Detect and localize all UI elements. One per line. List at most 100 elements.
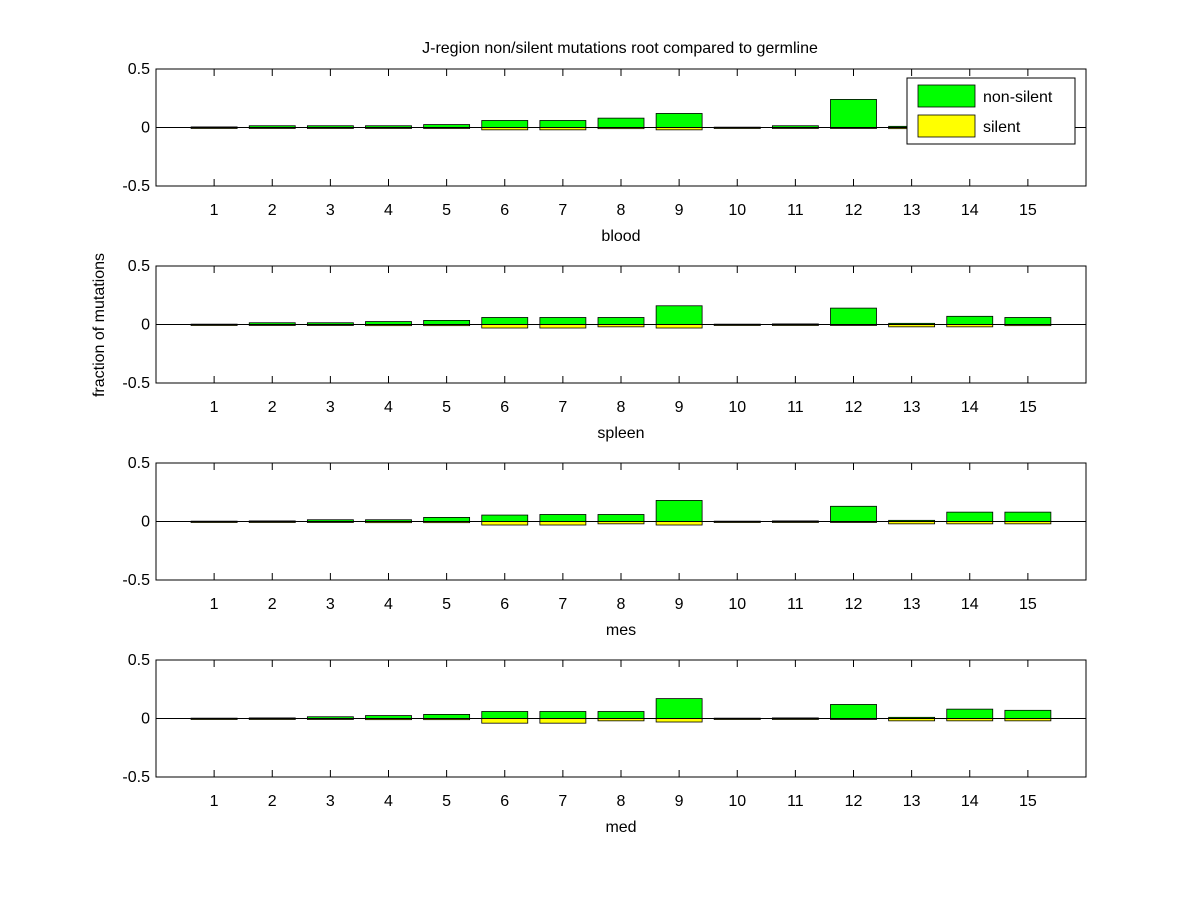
x-tick-label: 5: [442, 202, 451, 219]
x-tick-label: 3: [326, 399, 335, 416]
x-tick-label: 15: [1019, 596, 1037, 613]
bar-non-silent-12: [830, 505, 877, 522]
x-tick-label: 5: [442, 399, 451, 416]
x-axis-label: mes: [606, 622, 636, 639]
x-axis-label: blood: [601, 228, 640, 245]
bar-non-silent-6: [481, 120, 529, 128]
x-tick-label: 13: [903, 596, 921, 613]
x-tick-label: 2: [268, 793, 277, 810]
y-tick-label: 0.5: [128, 61, 150, 78]
bar-non-silent-9: [655, 305, 703, 325]
x-tick-label: 1: [210, 202, 219, 219]
x-tick-label: 4: [384, 793, 393, 810]
bar-non-silent-8: [597, 711, 645, 719]
x-tick-label: 6: [500, 596, 509, 613]
x-tick-label: 8: [617, 596, 626, 613]
x-tick-label: 12: [845, 202, 863, 219]
bar-non-silent-8: [597, 117, 645, 128]
x-tick-label: 11: [787, 202, 804, 219]
x-tick-label: 3: [326, 596, 335, 613]
y-tick-label: 0.5: [128, 652, 150, 669]
bar-silent-9: [655, 718, 703, 723]
x-tick-label: 13: [903, 202, 921, 219]
x-axis-label: spleen: [597, 425, 644, 442]
x-tick-label: 5: [442, 596, 451, 613]
bar-non-silent-9: [655, 500, 703, 522]
x-tick-label: 1: [210, 596, 219, 613]
x-tick-label: 7: [558, 596, 567, 613]
y-tick-label: 0: [141, 711, 150, 728]
x-tick-label: 2: [268, 202, 277, 219]
x-tick-label: 14: [961, 399, 979, 416]
y-tick-label: 0.5: [128, 455, 150, 472]
x-tick-label: 6: [500, 202, 509, 219]
x-tick-label: 15: [1019, 202, 1037, 219]
bar-non-silent-6: [481, 317, 529, 325]
bar-non-silent-15: [1004, 709, 1052, 719]
x-tick-label: 9: [675, 202, 684, 219]
bar-non-silent-15: [1004, 511, 1052, 522]
figure-ylabel: fraction of mutations: [91, 253, 108, 397]
x-tick-label: 10: [728, 202, 746, 219]
x-tick-label: 8: [617, 793, 626, 810]
bar-non-silent-12: [830, 307, 877, 325]
bar-non-silent-5: [423, 714, 471, 719]
bar-non-silent-9: [655, 698, 703, 719]
bar-silent-9: [655, 521, 703, 526]
x-tick-label: 5: [442, 793, 451, 810]
x-tick-label: 13: [903, 399, 921, 416]
bar-non-silent-7: [539, 514, 587, 522]
x-tick-label: 13: [903, 793, 921, 810]
x-axis-label: med: [605, 819, 636, 836]
bar-non-silent-8: [597, 317, 645, 325]
bar-non-silent-6: [481, 711, 529, 719]
legend-swatch-silent: [917, 114, 976, 138]
x-tick-label: 9: [675, 793, 684, 810]
bar-non-silent-12: [830, 99, 877, 128]
x-tick-label: 3: [326, 793, 335, 810]
x-tick-label: 9: [675, 399, 684, 416]
legend-label-non-silent: non-silent: [983, 89, 1053, 106]
x-tick-label: 2: [268, 399, 277, 416]
x-tick-label: 12: [845, 596, 863, 613]
x-tick-label: 14: [961, 596, 979, 613]
x-tick-label: 15: [1019, 793, 1037, 810]
x-tick-label: 9: [675, 596, 684, 613]
bar-non-silent-8: [597, 514, 645, 522]
y-tick-label: -0.5: [122, 572, 150, 589]
bar-non-silent-6: [481, 514, 529, 522]
y-tick-label: 0.5: [128, 258, 150, 275]
bar-silent-7: [539, 718, 587, 724]
bar-silent-9: [655, 324, 703, 329]
x-tick-label: 8: [617, 202, 626, 219]
bar-non-silent-14: [946, 511, 994, 522]
bar-non-silent-5: [423, 517, 471, 522]
x-tick-label: 1: [210, 793, 219, 810]
bar-silent-7: [539, 521, 587, 526]
x-tick-label: 7: [558, 793, 567, 810]
legend: non-silent silent: [906, 77, 1076, 145]
bar-non-silent-7: [539, 120, 587, 128]
y-tick-label: 0: [141, 514, 150, 531]
figure-title: J-region non/silent mutations root compa…: [422, 40, 818, 57]
y-tick-label: 0: [141, 120, 150, 137]
bar-non-silent-14: [946, 708, 994, 719]
bar-non-silent-12: [830, 704, 877, 719]
x-tick-label: 4: [384, 399, 393, 416]
bar-silent-6: [481, 718, 529, 724]
x-tick-label: 12: [845, 793, 863, 810]
bar-non-silent-5: [423, 320, 471, 325]
x-tick-label: 7: [558, 399, 567, 416]
x-tick-label: 6: [500, 399, 509, 416]
x-tick-label: 8: [617, 399, 626, 416]
x-tick-label: 7: [558, 202, 567, 219]
x-tick-label: 10: [728, 793, 746, 810]
x-tick-label: 14: [961, 793, 979, 810]
x-tick-label: 10: [728, 596, 746, 613]
bar-silent-6: [481, 521, 529, 526]
x-tick-label: 2: [268, 596, 277, 613]
